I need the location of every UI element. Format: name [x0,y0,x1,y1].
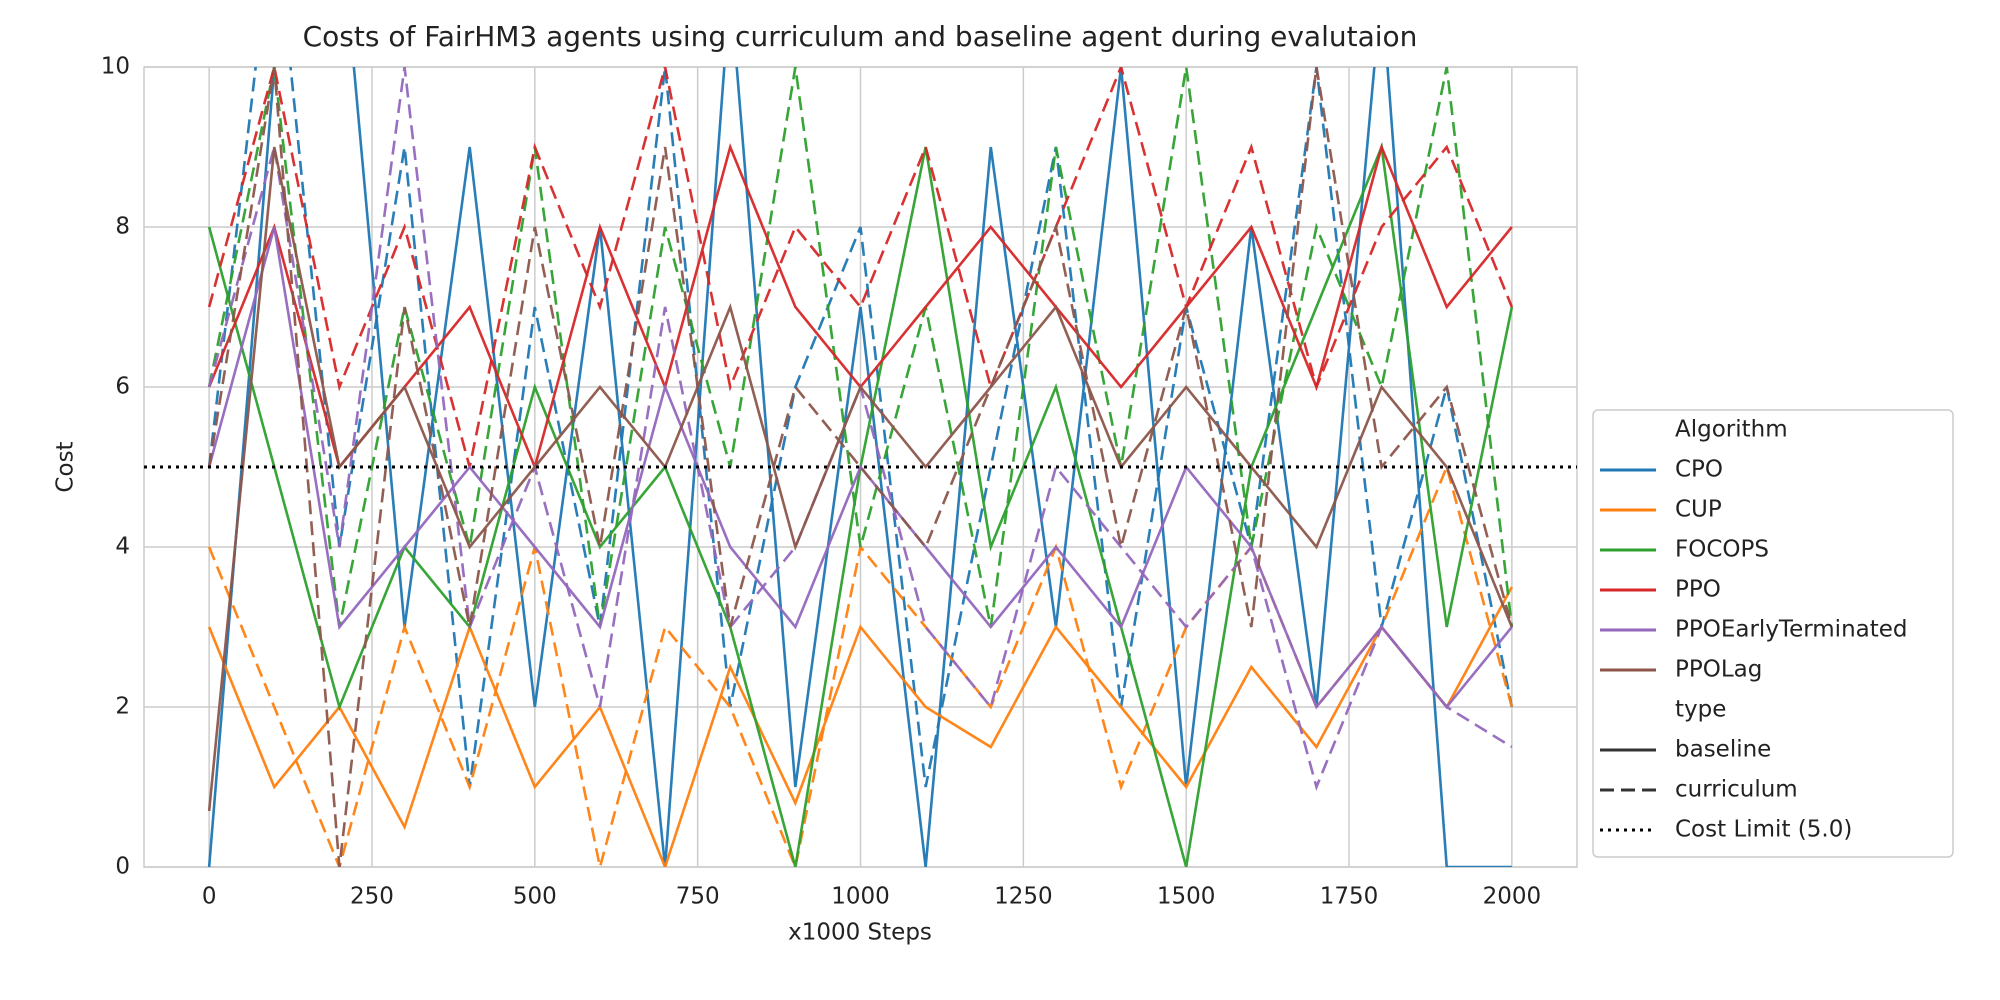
legend-label: PPOLag [1675,657,1762,683]
series-line [207,586,1514,867]
x-axis-label: x1000 Steps [788,920,932,946]
legend-label: baseline [1675,737,1771,763]
x-tick-label: 500 [513,884,557,910]
legend-label: CPO [1675,457,1723,483]
legend-title: type [1675,697,1726,723]
y-tick-label: 0 [115,854,130,880]
y-tick-label: 6 [115,374,130,400]
y-tick-label: 4 [115,534,130,560]
legend-label: PPO [1675,577,1721,603]
legend-box [1592,409,1954,858]
x-tick-label: 1500 [1157,884,1216,910]
series-line [207,67,1514,867]
lines [207,67,1514,867]
chart-title: Costs of FairHM3 agents using curriculum… [303,20,1418,53]
x-tick-label: 0 [202,884,217,910]
x-tick-label: 1750 [1320,884,1379,910]
x-tick-label: 1250 [994,884,1053,910]
legend-label: CUP [1675,497,1722,523]
series-line [207,226,1513,710]
legend-label: Cost Limit (5.0) [1675,817,1852,843]
y-tick-label: 10 [101,54,130,80]
legend: Algorithm CPO CUP FOCOPS PPO PPOEarlyTerminat… [1592,409,1954,858]
legend-label: PPOEarlyTerminated [1675,617,1908,643]
x-tick-label: 750 [676,884,720,910]
x-tick-label: 2000 [1483,884,1542,910]
series-line [207,67,1514,788]
legend-title: Algorithm [1675,417,1788,443]
series-line [207,146,1514,812]
y-tick-label: 2 [115,694,130,720]
y-tick-label: 8 [115,214,130,240]
x-tick-label: 1000 [831,884,890,910]
y-axis-label: Cost [53,441,79,492]
legend-label: FOCOPS [1675,537,1769,563]
legend-label: curriculum [1675,777,1798,803]
x-tick-label: 250 [350,884,394,910]
series-line [207,67,1514,468]
